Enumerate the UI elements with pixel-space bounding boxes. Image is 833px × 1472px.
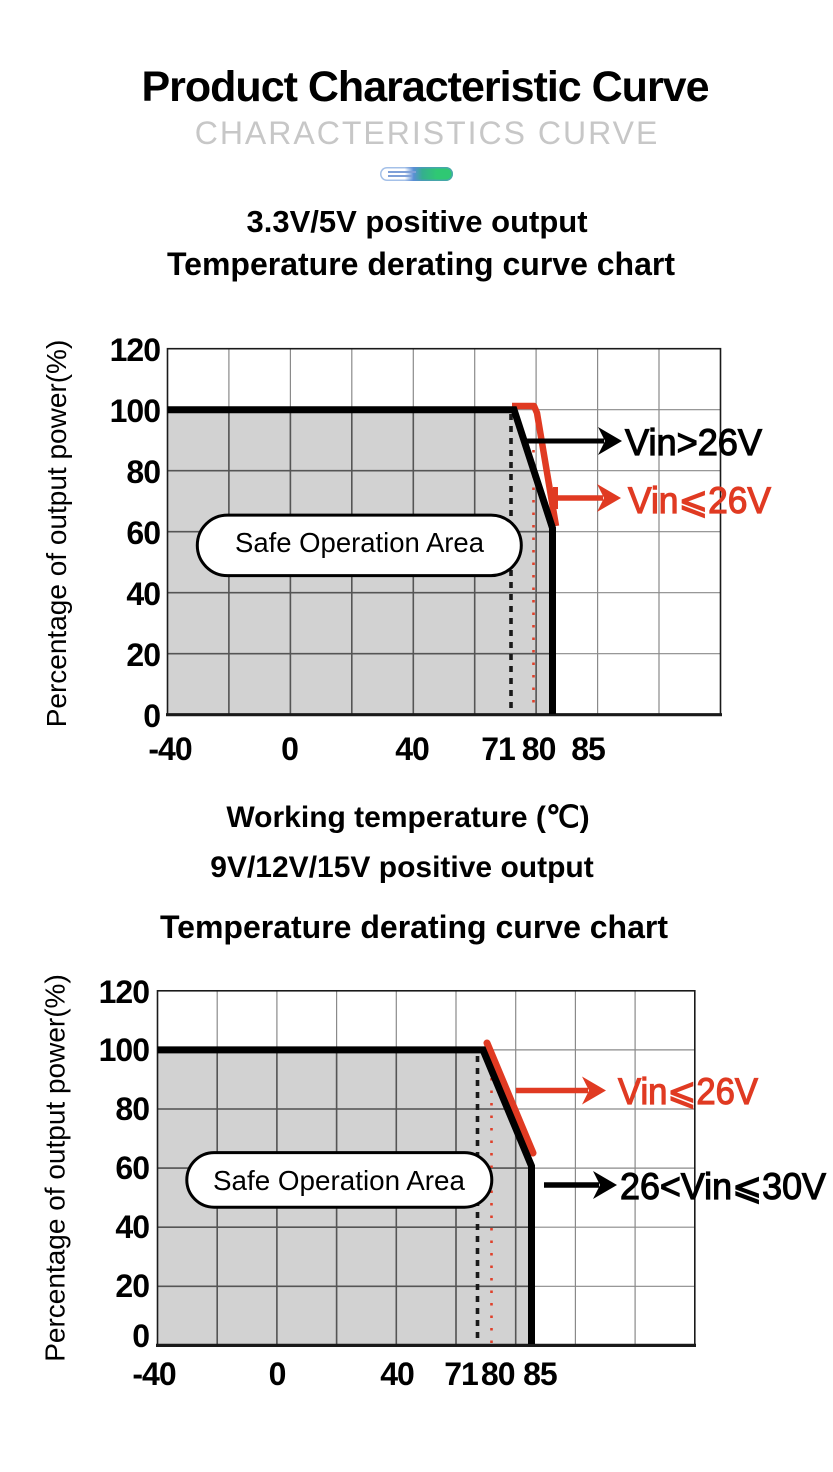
svg-text:Safe Operation Area: Safe Operation Area bbox=[213, 1165, 465, 1196]
svg-text:20: 20 bbox=[126, 637, 160, 673]
svg-text:80: 80 bbox=[115, 1091, 149, 1127]
svg-text:Percentage of output power(%): Percentage of output power(%) bbox=[40, 974, 71, 1362]
svg-text:-40: -40 bbox=[132, 1356, 175, 1392]
svg-text:85: 85 bbox=[523, 1356, 557, 1392]
svg-text:100: 100 bbox=[99, 1032, 150, 1068]
svg-text:0: 0 bbox=[281, 731, 298, 767]
svg-text:40: 40 bbox=[126, 576, 160, 612]
svg-text:60: 60 bbox=[126, 515, 160, 551]
svg-text:0: 0 bbox=[132, 1318, 149, 1354]
svg-text:-40: -40 bbox=[148, 731, 191, 767]
svg-text:0: 0 bbox=[143, 698, 160, 734]
svg-text:Vin⩽26V: Vin⩽26V bbox=[628, 480, 771, 521]
svg-text:Vin⩽26V: Vin⩽26V bbox=[618, 1071, 758, 1112]
svg-text:26<Vin⩽30V: 26<Vin⩽30V bbox=[620, 1166, 826, 1207]
svg-text:20: 20 bbox=[115, 1268, 149, 1304]
svg-text:71: 71 bbox=[481, 731, 515, 767]
svg-text:Vin>26V: Vin>26V bbox=[625, 422, 762, 463]
svg-text:Safe Operation Area: Safe Operation Area bbox=[235, 527, 484, 558]
svg-text:Percentage of output power(%): Percentage of output power(%) bbox=[41, 340, 72, 728]
svg-text:40: 40 bbox=[395, 731, 429, 767]
svg-text:80: 80 bbox=[522, 731, 556, 767]
svg-text:120: 120 bbox=[99, 974, 150, 1010]
svg-text:0: 0 bbox=[269, 1356, 286, 1392]
svg-text:80: 80 bbox=[481, 1356, 515, 1392]
svg-text:80: 80 bbox=[126, 454, 160, 490]
svg-text:85: 85 bbox=[571, 731, 605, 767]
svg-text:100: 100 bbox=[110, 393, 161, 429]
svg-text:71: 71 bbox=[444, 1356, 478, 1392]
svg-text:40: 40 bbox=[380, 1356, 414, 1392]
svg-text:120: 120 bbox=[110, 332, 161, 368]
svg-text:40: 40 bbox=[115, 1209, 149, 1245]
svg-text:60: 60 bbox=[115, 1150, 149, 1186]
